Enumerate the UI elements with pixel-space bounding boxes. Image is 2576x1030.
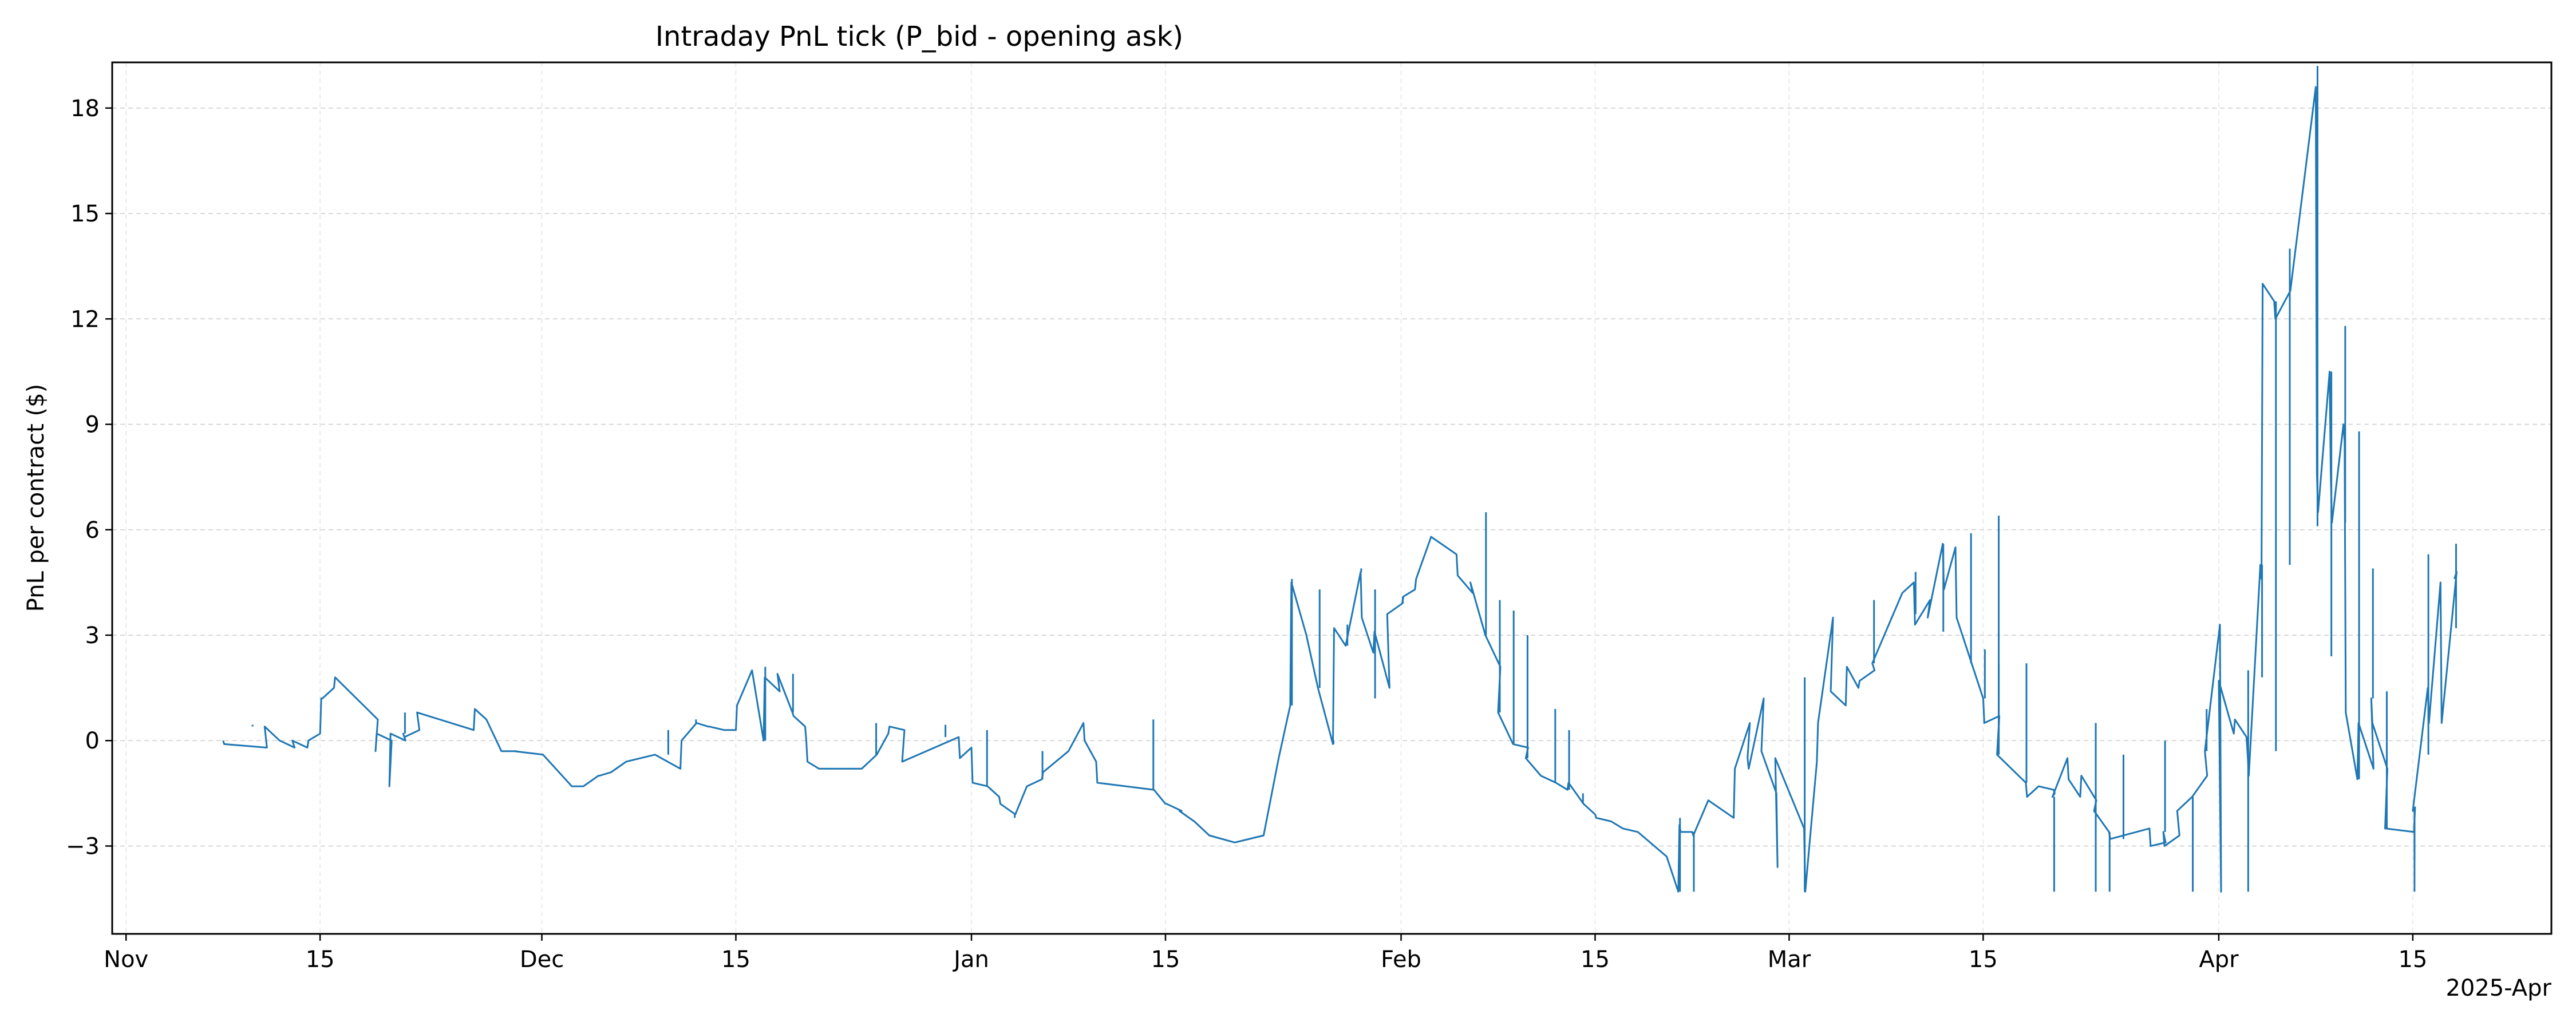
x-tick-label: Feb — [1381, 946, 1421, 973]
data-layer — [222, 66, 2458, 893]
x-tick-label: 15 — [1969, 946, 1998, 973]
y-tick-label: 18 — [70, 96, 100, 122]
plot-area-frame — [111, 61, 2553, 935]
chart-title: Intraday PnL tick (P_bid - opening ask) — [655, 21, 1183, 53]
x-tick-label: Jan — [952, 946, 989, 973]
y-tick-label: 15 — [70, 201, 100, 227]
y-axis-label: PnL per contract ($) — [23, 384, 49, 612]
x-tick-label: Dec — [520, 946, 564, 973]
x-tick-label: 15 — [1151, 946, 1180, 973]
x-tick-label: Nov — [104, 946, 148, 973]
y-tick-label: 9 — [85, 412, 100, 438]
series-line-0 — [222, 86, 2458, 893]
y-axis: −3 0 3 6 9 12 15 18 — [66, 96, 112, 859]
y-tick-label: 6 — [85, 517, 100, 544]
y-tick-label: −3 — [66, 833, 100, 859]
x-axis: Nov 15 Dec 15 Jan 15 Feb 15 Mar 15 Apr 15 — [104, 934, 2427, 973]
x-tick-label: Mar — [1768, 946, 1811, 973]
x-tick-label: 15 — [721, 946, 750, 973]
y-tick-label: 0 — [85, 728, 100, 754]
y-tick-label: 12 — [70, 306, 100, 332]
x-tick-label: 15 — [2398, 946, 2427, 973]
y-tick-label: 3 — [85, 623, 100, 649]
x-axis-offset-label: 2025-Apr — [2445, 975, 2551, 1001]
x-tick-label: Apr — [2199, 946, 2239, 973]
x-tick-label: 15 — [1581, 946, 1610, 973]
x-tick-label: 15 — [306, 946, 335, 973]
grid-layer — [112, 62, 2551, 934]
